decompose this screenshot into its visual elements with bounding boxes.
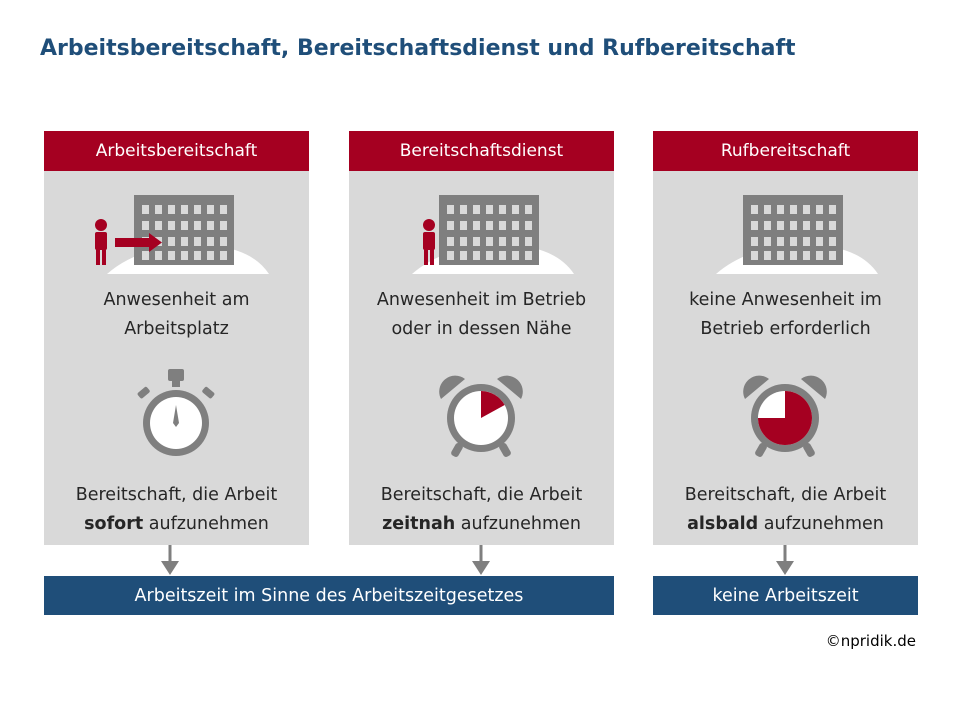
column-bereitschaftsdienst: Bereitschaftsdienst Anwesenheit im Betri… — [349, 131, 614, 545]
page-title: Arbeitsbereitschaft, Bereitschaftsdienst… — [40, 36, 796, 61]
working-time-bar: Arbeitszeit im Sinne des Arbeitszeitgese… — [44, 576, 614, 615]
column-header: Rufbereitschaft — [653, 131, 918, 171]
column-rufbereitschaft: Rufbereitschaft keine Anwesenheit im Bet… — [653, 131, 918, 545]
arrow-down-icon — [472, 545, 490, 575]
elapsed-time-wedge — [481, 391, 505, 418]
presence-requirement: Anwesenheit am Arbeitsplatz — [103, 290, 250, 339]
arrow-right-icon — [115, 233, 162, 252]
arrow-down-icon — [776, 545, 794, 575]
building-with-person-icon — [412, 195, 574, 274]
column-arbeitsbereitschaft: Arbeitsbereitschaft Anwesenheit am Arbei… — [44, 131, 309, 545]
column-header: Arbeitsbereitschaft — [44, 131, 309, 171]
alarm-clock-icon — [439, 375, 523, 457]
person-icon — [423, 219, 435, 265]
building-icon — [716, 195, 878, 274]
readiness-statement: Bereitschaft, die Arbeit sofort aufzuneh… — [75, 485, 278, 534]
building-with-person-arrow-icon — [95, 195, 269, 274]
readiness-keyword: alsbald — [687, 514, 759, 534]
presence-requirement: Anwesenheit im Betrieb oder in dessen Nä… — [376, 290, 587, 339]
person-icon — [95, 219, 107, 265]
presence-requirement: keine Anwesenheit im Betrieb erforderlic… — [689, 290, 882, 339]
no-working-time-bar: keine Arbeitszeit — [653, 576, 918, 615]
copyright-notice: ©npridik.de — [825, 632, 916, 650]
elapsed-time-wedge — [758, 391, 812, 445]
readiness-statement: Bereitschaft, die Arbeit zeitnah aufzune… — [380, 485, 583, 534]
readiness-keyword: zeitnah — [382, 514, 456, 534]
stopwatch-icon — [137, 369, 215, 456]
readiness-statement: Bereitschaft, die Arbeit alsbald aufzune… — [684, 485, 887, 534]
readiness-keyword: sofort — [84, 514, 144, 534]
arrow-down-icon — [161, 545, 179, 575]
column-header: Bereitschaftsdienst — [349, 131, 614, 171]
alarm-clock-icon — [743, 375, 827, 457]
